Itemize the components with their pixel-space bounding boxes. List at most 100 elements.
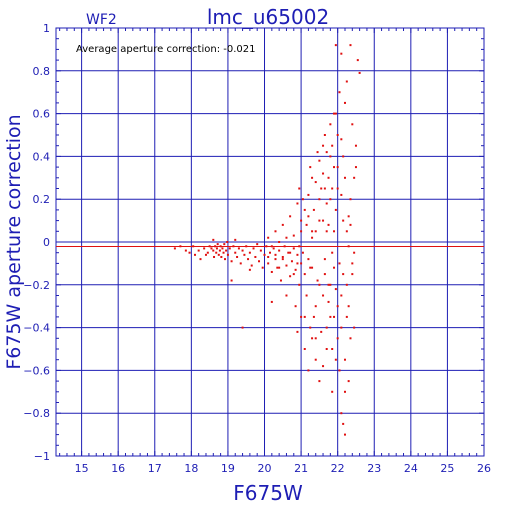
data-point — [351, 262, 354, 265]
data-point — [218, 249, 221, 252]
data-point — [331, 187, 334, 190]
data-point — [296, 330, 299, 333]
data-point — [296, 253, 299, 256]
data-point — [336, 134, 339, 136]
data-point — [298, 245, 301, 248]
data-point — [252, 247, 255, 250]
data-point — [351, 123, 354, 126]
data-point — [331, 144, 334, 147]
x-tick-label: 16 — [111, 462, 125, 475]
x-axis-label: F675W — [233, 481, 303, 505]
data-point — [312, 315, 315, 318]
data-point — [303, 348, 306, 350]
data-point — [311, 230, 314, 233]
y-tick-label: −0.4 — [23, 322, 50, 335]
data-point — [343, 176, 346, 179]
data-point — [314, 337, 317, 340]
data-point — [281, 223, 284, 226]
data-point — [353, 176, 356, 179]
data-point — [289, 251, 292, 254]
data-point — [338, 262, 341, 265]
data-point — [267, 236, 270, 239]
data-point — [259, 249, 262, 252]
data-point — [318, 283, 321, 286]
data-point — [336, 305, 339, 308]
data-point — [320, 187, 323, 190]
y-tick-label: −1 — [34, 450, 50, 463]
data-point — [347, 245, 350, 248]
data-point — [212, 238, 215, 241]
data-point — [243, 253, 246, 256]
annotation: Average aperture correction: -0.021 — [76, 44, 256, 55]
data-point — [323, 273, 326, 276]
data-point — [303, 273, 306, 276]
data-point — [228, 247, 231, 250]
data-point — [283, 245, 286, 248]
data-point — [188, 251, 191, 254]
data-point — [254, 255, 257, 258]
data-point — [292, 234, 295, 237]
data-point — [345, 283, 348, 286]
data-point — [334, 44, 337, 47]
data-point — [322, 172, 325, 175]
data-point — [340, 294, 343, 297]
data-point — [220, 255, 223, 258]
x-tick-label: 19 — [221, 462, 235, 475]
data-point — [203, 247, 206, 250]
data-point — [336, 337, 339, 340]
x-tick-label: 24 — [404, 462, 418, 475]
data-point — [278, 249, 281, 252]
data-point — [327, 223, 330, 226]
data-point — [318, 198, 321, 201]
data-point — [323, 134, 326, 136]
data-point — [336, 166, 339, 169]
data-point — [298, 187, 301, 190]
data-point — [358, 71, 361, 74]
data-point — [247, 258, 250, 261]
data-point — [290, 260, 293, 263]
data-point — [325, 151, 328, 154]
x-tick-label: 25 — [440, 462, 454, 475]
data-point — [256, 243, 259, 246]
y-tick-label: 0.6 — [33, 108, 51, 121]
data-point — [289, 275, 292, 278]
x-tick-label: 17 — [148, 462, 162, 475]
data-point — [347, 380, 350, 383]
data-point — [292, 273, 295, 276]
data-point — [289, 215, 292, 218]
data-point — [340, 412, 343, 415]
data-point — [322, 365, 325, 368]
x-axis-ticks: 15 16 17 18 19 20 21 22 23 24 25 26 — [59, 28, 491, 475]
data-point — [241, 249, 244, 252]
data-point — [314, 358, 317, 361]
data-point — [354, 144, 357, 147]
data-point — [270, 270, 273, 273]
data-point — [285, 236, 288, 239]
data-point — [322, 294, 325, 297]
data-point — [210, 247, 213, 250]
data-point — [223, 243, 226, 246]
data-point — [232, 245, 235, 248]
data-point — [305, 223, 308, 226]
data-point — [208, 245, 211, 248]
data-point — [217, 253, 220, 256]
data-point — [333, 315, 336, 318]
data-point — [239, 262, 242, 265]
data-point — [333, 266, 336, 269]
data-point — [300, 230, 303, 233]
data-point — [345, 80, 348, 83]
data-point — [353, 326, 356, 329]
data-point — [318, 380, 321, 383]
data-point — [318, 219, 321, 222]
data-point — [340, 138, 343, 141]
data-point — [279, 279, 282, 282]
data-point — [270, 245, 273, 248]
data-point — [214, 245, 217, 248]
data-point — [323, 258, 326, 261]
grid-lines — [56, 28, 484, 456]
data-point — [342, 219, 345, 222]
data-point — [342, 155, 345, 158]
data-point — [327, 176, 330, 179]
data-point — [300, 315, 303, 318]
